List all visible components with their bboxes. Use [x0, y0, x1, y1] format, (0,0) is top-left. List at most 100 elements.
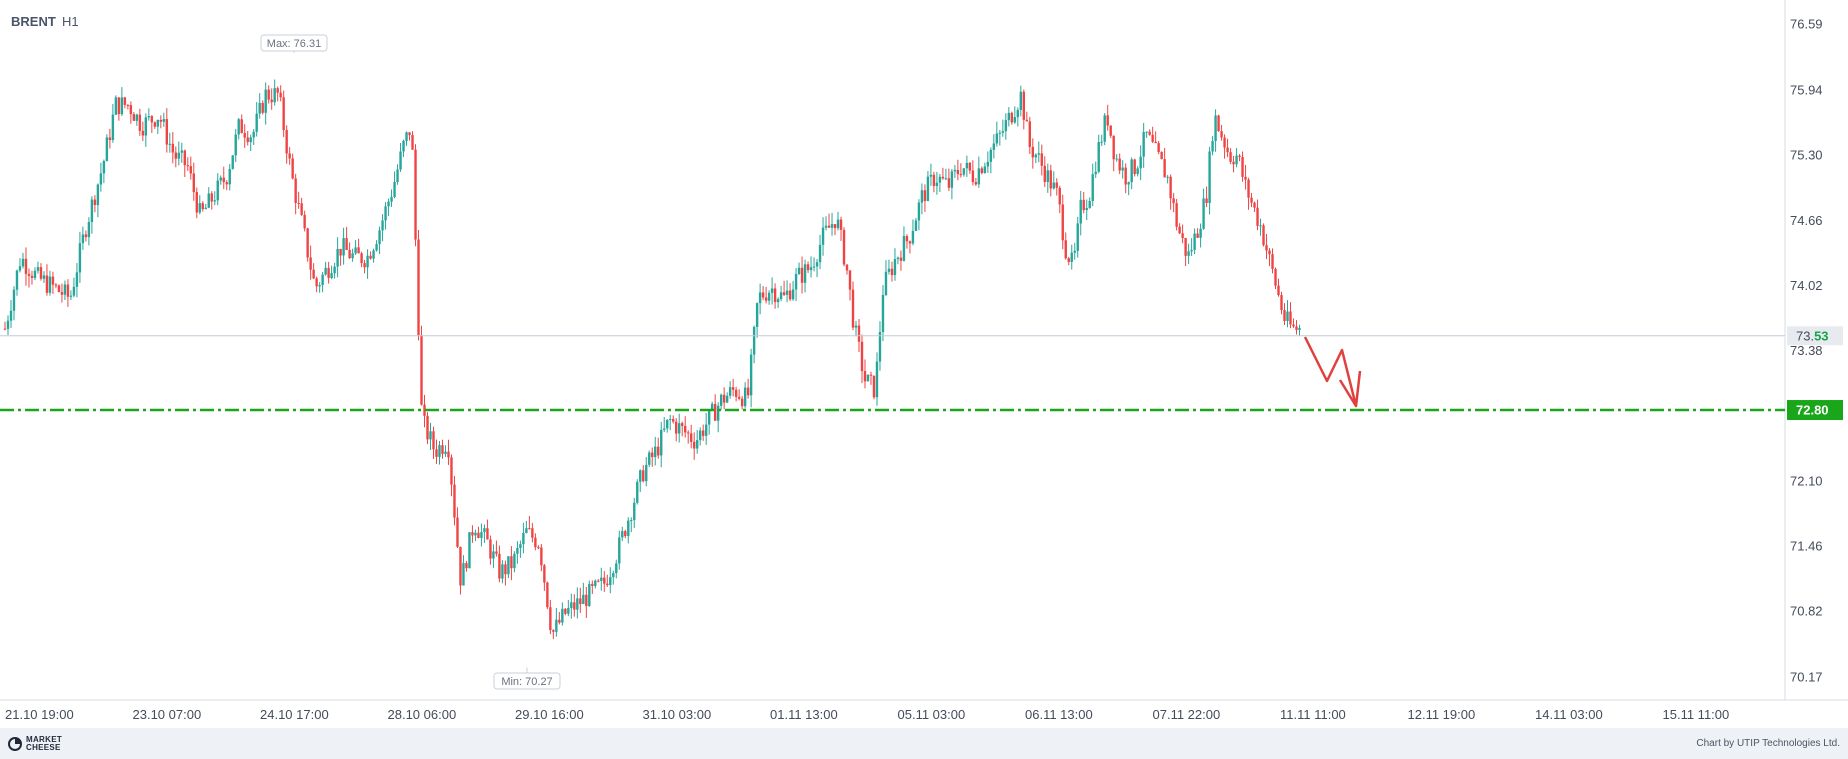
candle-body	[1271, 254, 1274, 269]
candle-body	[123, 97, 127, 105]
candle-body	[624, 531, 627, 537]
chart-credit[interactable]: Chart by UTIP Technologies Ltd.	[1696, 738, 1840, 749]
candle-body	[375, 244, 378, 251]
candle-body	[315, 278, 318, 287]
market-cheese-logo[interactable]: MARKET CHEESE	[8, 736, 62, 752]
candle-body	[893, 259, 897, 276]
candle-body	[567, 608, 570, 614]
candle-body	[504, 564, 507, 575]
plot-area[interactable]	[0, 0, 1785, 700]
price-chart[interactable]: 76.59 75.94 75.30 74.66 74.02 73.38 72.10 71.46…	[0, 0, 1848, 728]
candle-body	[719, 394, 723, 406]
candle-body	[558, 619, 561, 623]
candle-body	[501, 564, 504, 579]
candle-body	[603, 577, 606, 584]
candle-body	[171, 143, 175, 153]
candle-body	[854, 325, 858, 328]
min-label: Min: 70.27	[501, 676, 552, 688]
candle-body	[1193, 233, 1196, 250]
candle-body	[99, 173, 103, 185]
candle-body	[812, 266, 816, 268]
candle-body	[129, 105, 133, 115]
candle-body	[369, 255, 372, 259]
candle-body	[324, 267, 327, 275]
candle-body	[962, 168, 966, 175]
candle-body	[956, 169, 960, 175]
candle-body	[372, 250, 375, 259]
candle-body	[1232, 161, 1235, 165]
candle-body	[663, 428, 666, 430]
candle-body	[1214, 115, 1217, 142]
candle-body	[114, 97, 118, 115]
candle-body	[1031, 146, 1034, 158]
candle-body	[84, 234, 88, 238]
candle-body	[459, 546, 462, 586]
candle-body	[1178, 226, 1181, 234]
candle-body	[704, 424, 708, 436]
candle-body	[1022, 91, 1026, 120]
candle-body	[24, 258, 28, 274]
candle-body	[1085, 207, 1088, 211]
candle-body	[866, 374, 870, 382]
candle-body	[1250, 197, 1253, 203]
candle-body	[1238, 155, 1241, 157]
candle-body	[1154, 141, 1157, 144]
candle-body	[573, 602, 576, 610]
candle-body	[1196, 233, 1199, 238]
candle-body	[1004, 120, 1008, 132]
candle-body	[1289, 311, 1292, 325]
candle-body	[630, 520, 633, 522]
candle-body	[669, 419, 672, 421]
candle-body	[1016, 109, 1020, 118]
candle-body	[522, 532, 525, 545]
candle-body	[162, 119, 166, 122]
candle-body	[192, 173, 195, 193]
candle-body	[231, 155, 234, 169]
candle-body	[749, 354, 753, 396]
candle-body	[785, 290, 789, 295]
candle-body	[357, 247, 360, 254]
candle-body	[998, 132, 1002, 134]
candle-body	[438, 445, 441, 457]
candle-body	[450, 457, 453, 485]
candle-body	[1010, 112, 1014, 123]
time-tick-label: 11.11 11:00	[1280, 707, 1346, 722]
candle-body	[1055, 182, 1058, 188]
candle-body	[285, 130, 288, 154]
time-tick-label: 21.10 19:00	[5, 707, 74, 722]
candle-body	[639, 470, 642, 482]
time-axis-labels: 21.10 19:00 23.10 07:00 24.10 17:00 28.10 0…	[5, 707, 1729, 722]
candle-body	[1277, 285, 1280, 296]
candle-body	[974, 182, 978, 185]
candle-body	[1241, 156, 1244, 177]
candle-body	[138, 114, 142, 131]
candle-body	[453, 484, 456, 518]
candle-body	[1124, 167, 1127, 185]
candle-body	[183, 150, 186, 166]
candle-body	[339, 248, 342, 256]
time-tick-label: 14.11 03:00	[1535, 707, 1603, 722]
time-tick-label: 06.11 13:00	[1025, 707, 1093, 722]
time-tick-label: 29.10 16:00	[515, 707, 584, 722]
candle-body	[965, 162, 969, 169]
candle-body	[336, 248, 339, 267]
candle-body	[746, 387, 750, 396]
candle-body	[300, 203, 303, 215]
forecast-arrow	[1303, 336, 1362, 408]
candle-body	[543, 565, 546, 583]
candle-body	[654, 446, 657, 458]
candle-body	[207, 193, 210, 208]
candle-body	[752, 326, 756, 355]
current-price-accent: 53	[1814, 328, 1828, 343]
candle-body	[618, 537, 621, 564]
candle-body	[249, 137, 252, 143]
candle-body	[692, 441, 696, 449]
candle-body	[1109, 125, 1112, 136]
candle-body	[818, 244, 822, 263]
candle-body	[258, 102, 261, 114]
candle-body	[1157, 143, 1160, 153]
candle-body	[126, 104, 130, 106]
candle-body	[1112, 135, 1115, 160]
candle-body	[246, 137, 249, 143]
candle-body	[1211, 141, 1214, 152]
